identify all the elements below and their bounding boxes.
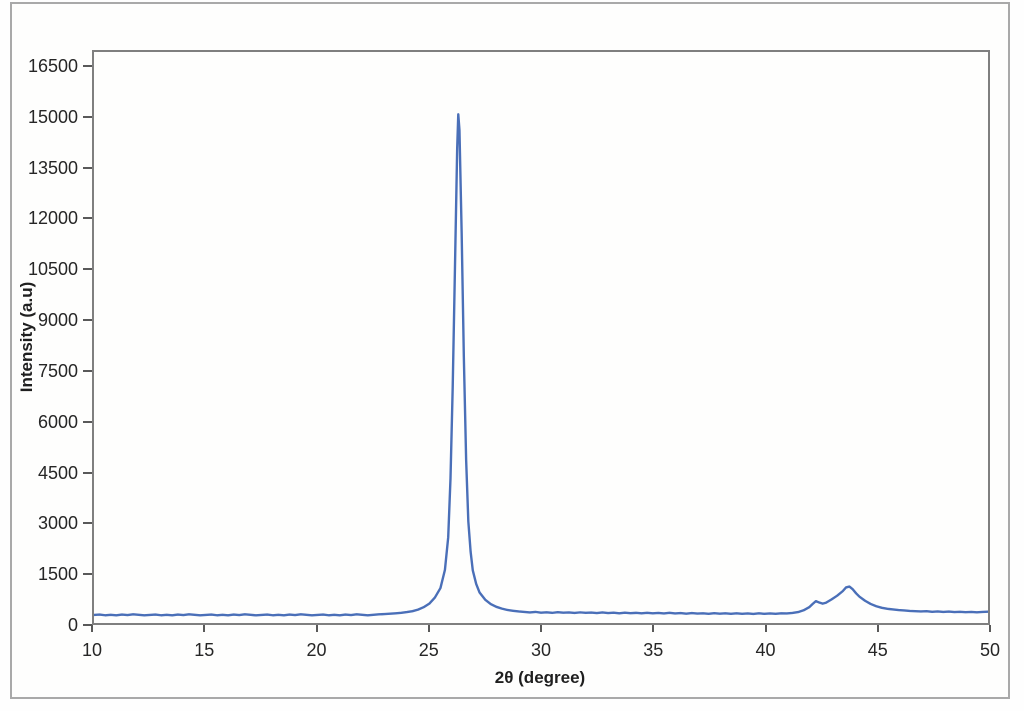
y-axis-title: Intensity (a.u) xyxy=(17,281,36,393)
plot-area xyxy=(92,50,990,625)
xrd-chart-svg xyxy=(94,113,988,617)
xrd-trace xyxy=(94,113,988,617)
x-axis-title: 2θ (degree) xyxy=(494,668,586,687)
